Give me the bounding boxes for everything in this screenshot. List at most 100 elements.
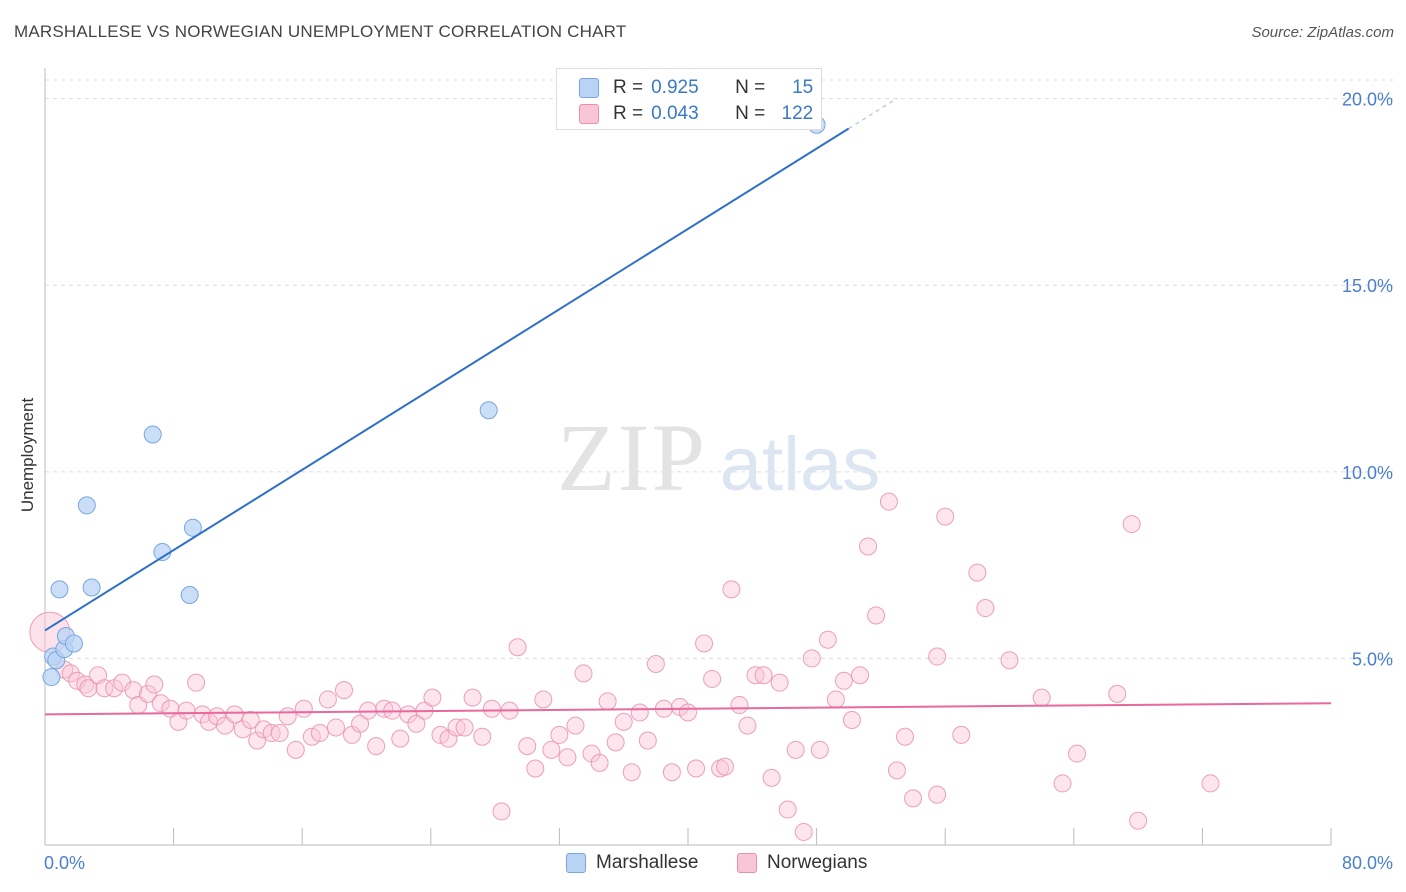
marshallese-point — [42, 668, 61, 687]
legend-label-norwegians: Norwegians — [767, 852, 868, 873]
x-tick-label: 80.0% — [1342, 853, 1393, 873]
norwegian-point — [879, 492, 898, 511]
norwegian-point — [278, 707, 297, 726]
norwegian-point — [326, 718, 345, 737]
norwegian-point — [904, 789, 923, 808]
legend-r-value: 0.925 — [651, 77, 699, 98]
norwegian-point — [859, 537, 878, 556]
norwegian-point — [715, 757, 734, 776]
legend-n-value: 122 — [781, 103, 814, 124]
norwegian-point — [622, 763, 641, 782]
norwegian-point — [754, 666, 773, 685]
norwegian-point — [1000, 651, 1019, 670]
norwegian-point — [1129, 811, 1148, 830]
norwegian-point — [334, 681, 353, 700]
series-legend: Marshallese Norwegians — [0, 852, 1406, 878]
marshallese-trend-line — [44, 127, 850, 632]
norwegian-point — [482, 699, 501, 718]
legend-label-marshallese: Marshallese — [596, 852, 699, 873]
norwegian-point — [113, 673, 132, 692]
marshallese-point — [77, 496, 96, 515]
norwegian-point — [976, 599, 995, 618]
norwegian-point — [598, 692, 617, 711]
norwegian-point — [646, 655, 665, 674]
norwegian-point — [286, 740, 305, 759]
norwegian-point — [145, 675, 164, 694]
trend-lines — [44, 97, 1332, 716]
norwegian-point — [1032, 688, 1051, 707]
norwegian-point — [193, 705, 212, 724]
norwegian-point — [786, 740, 805, 759]
correlation-legend: R = 0.925 N = 15 R = 0.043 N = 122 — [556, 68, 822, 130]
watermark-zip: ZIP — [557, 404, 707, 511]
norwegian-point — [177, 701, 196, 720]
norwegian-point — [310, 724, 329, 743]
norwegian-point — [826, 690, 845, 709]
marshallese-swatch — [566, 853, 586, 873]
marshallese-point — [479, 401, 498, 420]
chart-title: MARSHALLESE VS NORWEGIAN UNEMPLOYMENT CO… — [14, 22, 627, 41]
legend-r-value: 0.043 — [651, 103, 699, 124]
y-tick-label: 20.0% — [1342, 90, 1393, 110]
norwegian-point — [318, 690, 337, 709]
norwegian-point — [687, 759, 706, 778]
norwegian-point — [606, 733, 625, 752]
norwegian-point — [225, 705, 244, 724]
norwegian-point — [952, 725, 971, 744]
marshallese-point — [82, 578, 101, 597]
norwegian-point — [61, 664, 80, 683]
norwegian-points — [29, 492, 1220, 841]
norwegian-point — [526, 759, 545, 778]
norwegian-swatch — [737, 853, 757, 873]
norwegian-point — [851, 666, 870, 685]
norwegian-point — [407, 714, 426, 733]
norwegian-point — [187, 673, 206, 692]
marshallese-trend-extension — [848, 97, 898, 130]
marshallese-point — [180, 585, 199, 604]
norwegian-point — [802, 649, 821, 668]
marshallese-point — [50, 580, 69, 599]
axes — [44, 68, 1332, 846]
legend-item-norwegians[interactable]: Norwegians — [737, 852, 867, 874]
norwegian-point — [367, 737, 386, 756]
norwegian-point — [679, 703, 697, 722]
norwegian-point — [722, 580, 741, 599]
norwegian-point — [1201, 774, 1220, 793]
norwegian-point — [138, 684, 157, 703]
norwegian-point — [542, 740, 561, 759]
tick-labels: 5.0% 10.0% 15.0% 20.0% 0.0% 80.0% — [44, 90, 1393, 873]
norwegian-point — [241, 710, 260, 729]
legend-n-value: 15 — [792, 77, 814, 98]
norwegian-point — [936, 507, 955, 526]
norwegian-point — [1053, 774, 1072, 793]
legend-row-marshallese: R = 0.925 N = 15 — [579, 76, 813, 100]
norwegian-point — [518, 737, 537, 756]
norwegian-point — [455, 718, 474, 737]
legend-r-label: R = — [613, 77, 644, 98]
norwegian-point — [95, 679, 114, 698]
legend-item-marshallese[interactable]: Marshallese — [566, 852, 698, 874]
marshallese-point — [64, 634, 83, 653]
norwegian-point — [1122, 515, 1141, 534]
norwegian-point — [810, 740, 829, 759]
norwegian-point — [508, 638, 527, 657]
x-tick-label: 0.0% — [44, 853, 85, 873]
norwegian-point — [566, 716, 585, 735]
norwegian-point — [794, 822, 813, 841]
norwegian-point — [391, 729, 410, 748]
norwegian-point — [896, 727, 915, 746]
norwegian-point — [492, 802, 511, 821]
norwegian-point — [614, 712, 633, 731]
norwegian-point — [590, 753, 609, 772]
legend-r-label: R = — [613, 103, 644, 124]
norwegian-point — [351, 714, 370, 733]
norwegian-trend-line — [44, 702, 1332, 716]
y-tick-label: 10.0% — [1342, 463, 1393, 483]
norwegian-point — [738, 716, 757, 735]
marshallese-point — [183, 518, 202, 537]
y-tick-label: 5.0% — [1352, 649, 1393, 669]
norwegian-point — [928, 785, 947, 804]
norwegian-point — [248, 731, 267, 750]
norwegian-point — [842, 710, 861, 729]
norwegian-point — [867, 606, 886, 625]
